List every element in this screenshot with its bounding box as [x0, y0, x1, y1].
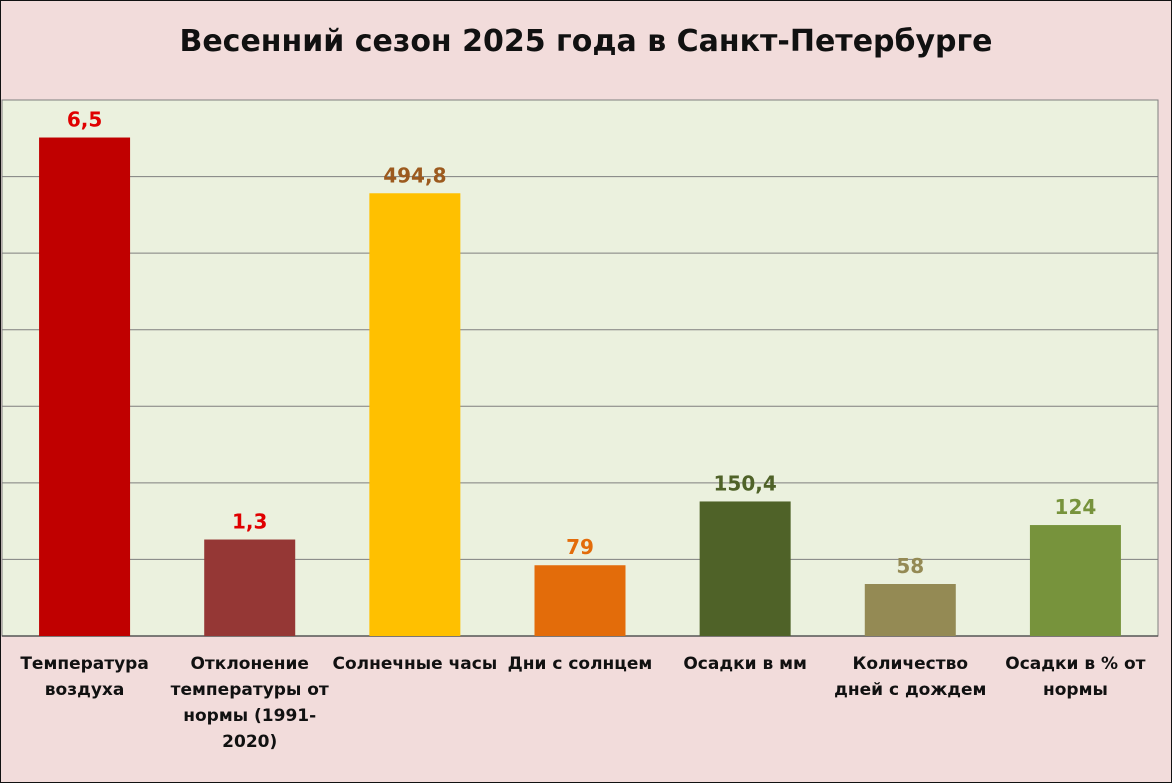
x-tick-label: Отклонение температуры от нормы (1991-20…	[170, 654, 329, 752]
x-tick-label: Дни с солнцем	[507, 654, 653, 674]
data-label: 150,4	[714, 471, 777, 495]
data-label: 6,5	[67, 108, 102, 132]
data-label: 79	[566, 535, 594, 559]
bar	[534, 565, 626, 636]
bar	[699, 501, 791, 636]
data-label: 494,8	[383, 163, 446, 187]
chart-title: Весенний сезон 2025 года в Санкт-Петербу…	[179, 24, 993, 59]
data-label: 124	[1055, 495, 1097, 519]
x-tick-label: Осадки в мм	[683, 654, 807, 674]
x-tick-label: Количество дней с дождем	[834, 654, 987, 700]
data-label: 58	[896, 554, 924, 578]
plot-area	[1, 99, 1159, 637]
x-tick-label: Солнечные часы	[332, 654, 498, 674]
bar	[204, 539, 296, 636]
x-tick-label: Температура воздуха	[20, 654, 149, 700]
bar	[1029, 525, 1121, 636]
x-tick-label: Осадки в % от нормы	[1005, 654, 1146, 700]
bar	[369, 193, 461, 636]
data-label: 1,3	[232, 510, 267, 534]
bar	[39, 137, 131, 636]
bar	[864, 584, 956, 636]
